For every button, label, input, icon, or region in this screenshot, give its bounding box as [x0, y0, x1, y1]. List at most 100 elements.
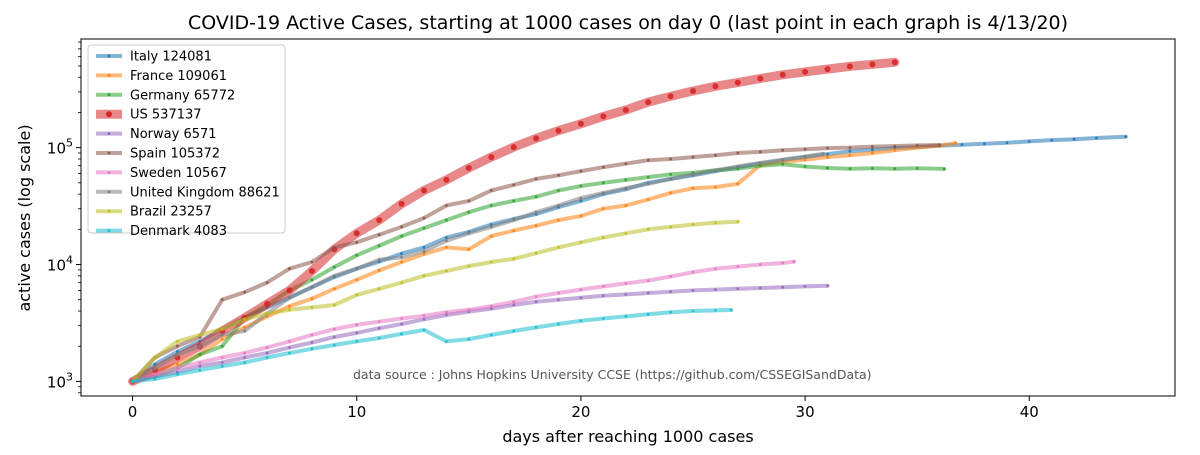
- series-point-1-23: [646, 198, 650, 201]
- series-point-1-22: [624, 204, 628, 207]
- series-point-1-2: [176, 362, 179, 366]
- y-tick-label-2: 105: [47, 137, 73, 158]
- series-point-8-6: [265, 312, 269, 315]
- series-point-6-21: [601, 285, 605, 288]
- series-point-7-17: [512, 218, 516, 222]
- series-point-5-34: [893, 144, 897, 148]
- series-point-7-7: [288, 296, 291, 300]
- series-point-5-35: [915, 144, 919, 147]
- series-point-5-23: [646, 158, 650, 162]
- series-point-3-13: [421, 187, 427, 194]
- series-point-9-9: [332, 343, 336, 347]
- series-point-4-4: [220, 361, 224, 364]
- series-point-0-32: [848, 149, 852, 153]
- series-point-9-19: [557, 322, 560, 326]
- series-point-9-11: [377, 336, 381, 340]
- series-point-5-8: [310, 260, 314, 264]
- series-point-0-39: [1005, 141, 1009, 145]
- series-point-8-24: [669, 225, 672, 229]
- legend-label-7: United Kingdom 88621: [130, 185, 280, 200]
- series-point-7-4: [220, 333, 224, 337]
- series-point-9-17: [512, 329, 516, 333]
- series-point-5-20: [579, 169, 583, 173]
- series-line-8: [130, 219, 740, 384]
- series-point-7-21: [601, 191, 605, 195]
- series-point-2-18: [534, 195, 538, 199]
- legend-marker-9: [107, 229, 111, 233]
- series-point-9-20: [579, 319, 583, 323]
- series-line-4: [130, 283, 830, 384]
- series-markers-4: [131, 284, 829, 383]
- series-point-8-22: [624, 231, 628, 235]
- series-point-8-15: [467, 264, 471, 268]
- series-point-3-19: [555, 127, 562, 134]
- series-point-9-23: [646, 312, 650, 316]
- series-point-7-14: [445, 239, 448, 243]
- series-point-8-10: [355, 293, 359, 297]
- series-point-2-35: [915, 166, 919, 170]
- series-point-3-27: [734, 79, 741, 86]
- series-point-4-24: [669, 290, 672, 294]
- series-point-7-25: [691, 173, 695, 176]
- series-point-5-22: [624, 162, 628, 166]
- series-point-3-32: [846, 63, 853, 70]
- series-point-2-29: [781, 162, 785, 166]
- series-point-6-24: [669, 275, 672, 278]
- series-point-1-14: [445, 246, 448, 249]
- y-axis-label: active cases (log scale): [15, 124, 34, 311]
- series-point-6-12: [400, 317, 403, 320]
- series-point-6-17: [512, 300, 516, 304]
- series-point-9-0: [131, 380, 135, 383]
- series-point-3-23: [645, 99, 652, 106]
- series-point-6-23: [646, 279, 650, 282]
- series-point-5-5: [243, 290, 247, 294]
- series-point-5-29: [781, 148, 785, 152]
- series-point-3-29: [779, 71, 786, 78]
- series-point-8-9: [332, 303, 336, 307]
- series-point-2-20: [579, 184, 583, 188]
- series-point-7-31: [821, 152, 825, 156]
- series-point-2-31: [826, 166, 829, 170]
- chart-title: COVID-19 Active Cases, starting at 1000 …: [188, 12, 1068, 34]
- series-point-5-11: [377, 233, 381, 237]
- series-point-6-10: [355, 323, 359, 327]
- series-point-5-10: [355, 240, 359, 244]
- series-point-4-8: [310, 341, 314, 344]
- series-point-6-30: [792, 260, 796, 264]
- series-point-8-1: [153, 356, 157, 359]
- series-point-5-9: [332, 246, 336, 249]
- series-point-9-22: [624, 315, 628, 318]
- series-point-8-3: [198, 333, 202, 337]
- series-point-4-22: [624, 293, 628, 296]
- series-point-7-26: [714, 168, 717, 172]
- series-point-7-15: [467, 231, 471, 235]
- series-point-4-23: [646, 291, 650, 295]
- series-point-7-22: [624, 186, 628, 190]
- series-markers-9: [131, 308, 733, 383]
- series-point-1-21: [601, 207, 605, 211]
- series-point-7-29: [781, 158, 785, 162]
- series-point-7-10: [355, 267, 359, 271]
- legend: Italy 124081 France 109061 Germany 65772 US…: [87, 44, 286, 239]
- series-point-1-26: [714, 185, 717, 189]
- legend-label-2: Germany 65772: [130, 88, 235, 103]
- series-point-4-31: [826, 284, 829, 288]
- series-point-6-6: [265, 346, 269, 349]
- series-point-7-27: [736, 165, 740, 168]
- series-point-9-16: [489, 333, 493, 337]
- series-point-6-20: [579, 288, 583, 291]
- series-point-3-25: [690, 88, 696, 94]
- series-point-5-17: [512, 183, 516, 187]
- series-point-0-44: [1124, 135, 1128, 139]
- series-point-2-22: [624, 178, 628, 182]
- series-point-4-7: [288, 346, 291, 349]
- series-point-6-2: [176, 366, 179, 370]
- series-point-8-7: [288, 308, 291, 312]
- series-point-7-18: [534, 210, 538, 214]
- series-point-6-11: [377, 320, 381, 323]
- plot-frame: [80, 38, 1176, 397]
- legend-marker-8: [107, 209, 111, 213]
- series-point-4-10: [355, 331, 359, 335]
- series-point-8-23: [646, 227, 650, 231]
